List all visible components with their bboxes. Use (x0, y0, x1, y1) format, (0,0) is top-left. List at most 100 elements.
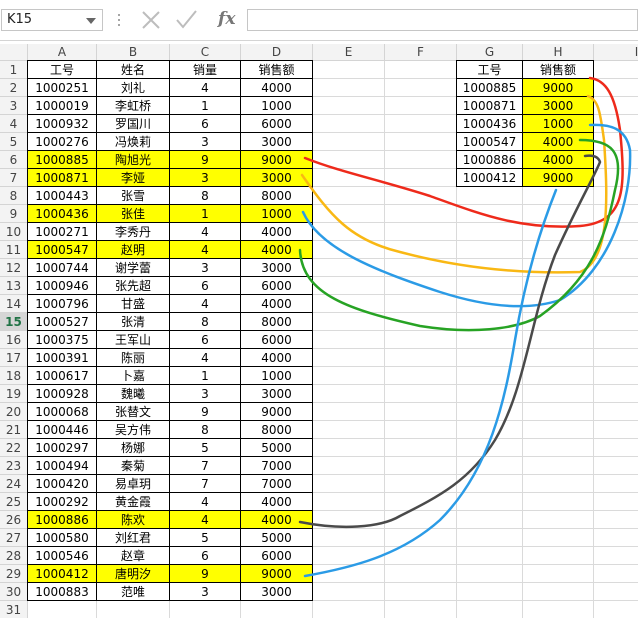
grid-cell[interactable] (457, 331, 523, 349)
table-cell[interactable]: 1000271 (27, 223, 97, 241)
grid-cell[interactable] (28, 601, 97, 618)
grid-cell[interactable] (594, 331, 638, 349)
grid-cell[interactable] (385, 331, 457, 349)
grid-cell[interactable] (457, 187, 523, 205)
grid-cell[interactable] (97, 601, 170, 618)
grid-cell[interactable] (385, 367, 457, 385)
table-cell[interactable]: 6000 (241, 547, 313, 565)
grid-cell[interactable] (523, 439, 594, 457)
table-cell[interactable]: 7 (170, 457, 241, 475)
table-cell[interactable]: 9000 (523, 169, 594, 187)
grid-cell[interactable] (457, 421, 523, 439)
row-header[interactable]: 15 (0, 313, 28, 331)
table-cell[interactable]: 3000 (241, 259, 313, 277)
table-cell[interactable]: 1000527 (27, 313, 97, 331)
grid-cell[interactable] (313, 475, 385, 493)
table-cell[interactable]: 李秀丹 (97, 223, 170, 241)
row-header[interactable]: 9 (0, 205, 28, 223)
grid-cell[interactable] (594, 601, 638, 618)
table-cell[interactable]: 陈丽 (97, 349, 170, 367)
table-cell[interactable]: 魏曦 (97, 385, 170, 403)
grid-cell[interactable] (385, 133, 457, 151)
table-cell[interactable]: 秦菊 (97, 457, 170, 475)
table-cell[interactable]: 1 (170, 367, 241, 385)
table-cell[interactable]: 1000546 (27, 547, 97, 565)
grid-cell[interactable] (313, 151, 385, 169)
table-cell[interactable]: 4000 (523, 151, 594, 169)
table-cell[interactable]: 1000547 (27, 241, 97, 259)
grid-cell[interactable] (313, 187, 385, 205)
grid-cell[interactable] (457, 439, 523, 457)
table-cell[interactable]: 1000928 (27, 385, 97, 403)
table-cell[interactable]: 唐明汐 (97, 565, 170, 583)
table-cell[interactable]: 1000276 (27, 133, 97, 151)
table-cell[interactable]: 1000932 (27, 115, 97, 133)
grid-cell[interactable] (523, 511, 594, 529)
grid-cell[interactable] (313, 385, 385, 403)
table-cell[interactable]: 4 (170, 223, 241, 241)
grid-cell[interactable] (385, 511, 457, 529)
table-cell[interactable]: 4 (170, 295, 241, 313)
grid-cell[interactable] (594, 583, 638, 601)
table-cell[interactable]: 1000886 (456, 151, 523, 169)
grid-cell[interactable] (523, 295, 594, 313)
table-cell[interactable]: 6 (170, 547, 241, 565)
grid-cell[interactable] (457, 295, 523, 313)
table-cell[interactable]: 4 (170, 493, 241, 511)
table-cell[interactable]: 3000 (241, 169, 313, 187)
grid-cell[interactable] (313, 421, 385, 439)
table-cell[interactable]: 1000251 (27, 79, 97, 97)
table-cell[interactable]: 工号 (27, 60, 97, 79)
grid-cell[interactable] (594, 547, 638, 565)
grid-cell[interactable] (385, 115, 457, 133)
function-icon[interactable]: fx (218, 9, 236, 29)
table-cell[interactable]: 1000436 (456, 115, 523, 133)
enter-icon[interactable] (176, 10, 197, 29)
grid-cell[interactable] (313, 169, 385, 187)
row-header[interactable]: 8 (0, 187, 28, 205)
grid-cell[interactable] (313, 565, 385, 583)
table-cell[interactable]: 易卓玥 (97, 475, 170, 493)
grid-cell[interactable] (594, 457, 638, 475)
table-cell[interactable]: 冯焕莉 (97, 133, 170, 151)
grid-cell[interactable] (523, 223, 594, 241)
row-header[interactable]: 31 (0, 601, 28, 618)
table-cell[interactable]: 7000 (241, 457, 313, 475)
table-cell[interactable]: 吴方伟 (97, 421, 170, 439)
table-cell[interactable]: 5000 (241, 439, 313, 457)
grid-cell[interactable] (457, 601, 523, 618)
column-header[interactable]: D (241, 44, 313, 61)
table-cell[interactable]: 刘红君 (97, 529, 170, 547)
grid-cell[interactable] (457, 493, 523, 511)
table-cell[interactable]: 1000292 (27, 493, 97, 511)
grid-cell[interactable] (594, 565, 638, 583)
column-header[interactable]: E (313, 44, 385, 61)
grid-cell[interactable] (594, 511, 638, 529)
cancel-icon[interactable] (142, 11, 160, 29)
table-cell[interactable]: 1000068 (27, 403, 97, 421)
grid-cell[interactable] (594, 529, 638, 547)
column-header[interactable]: C (170, 44, 241, 61)
table-cell[interactable]: 赵明 (97, 241, 170, 259)
table-cell[interactable]: 刘礼 (97, 79, 170, 97)
table-cell[interactable]: 9 (170, 565, 241, 583)
row-header[interactable]: 10 (0, 223, 28, 241)
table-cell[interactable]: 1000412 (27, 565, 97, 583)
row-header[interactable]: 24 (0, 475, 28, 493)
table-cell[interactable]: 8000 (241, 187, 313, 205)
grid-cell[interactable] (594, 349, 638, 367)
grid-cell[interactable] (523, 547, 594, 565)
row-header[interactable]: 17 (0, 349, 28, 367)
grid-cell[interactable] (457, 367, 523, 385)
table-cell[interactable]: 1000297 (27, 439, 97, 457)
row-header[interactable]: 3 (0, 97, 28, 115)
column-header[interactable]: H (523, 44, 594, 61)
table-cell[interactable]: 1000420 (27, 475, 97, 493)
table-cell[interactable]: 张雪 (97, 187, 170, 205)
grid-cell[interactable] (313, 583, 385, 601)
grid-cell[interactable] (457, 205, 523, 223)
grid-cell[interactable] (385, 61, 457, 79)
grid-cell[interactable] (523, 349, 594, 367)
grid-cell[interactable] (313, 331, 385, 349)
grid-cell[interactable] (594, 97, 638, 115)
